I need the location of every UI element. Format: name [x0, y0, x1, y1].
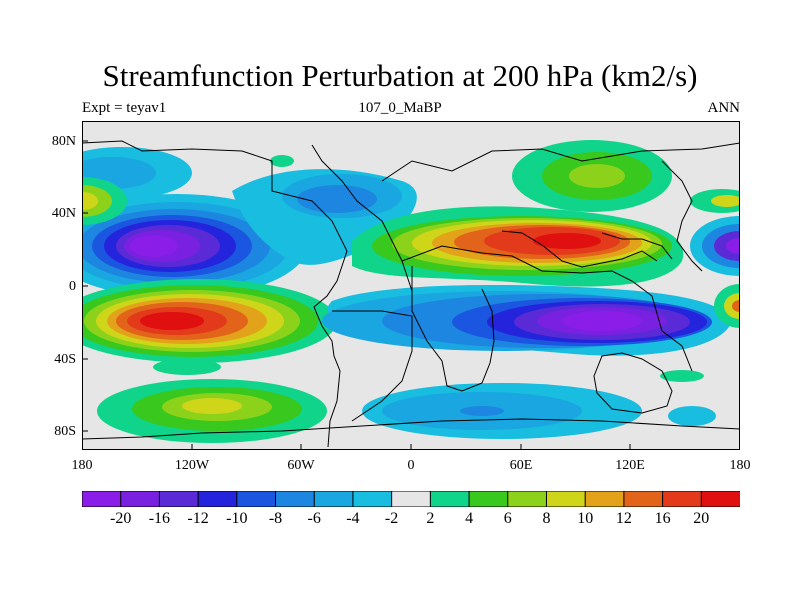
colorbar-swatch	[429, 491, 471, 507]
colorbar-tick-label: 10	[577, 510, 594, 527]
colorbar-tick-label: 6	[503, 510, 512, 527]
lon-label-120w: 120W	[174, 458, 210, 473]
streamfunction-map	[82, 121, 740, 450]
lon-label-60e: 60E	[509, 458, 533, 473]
colorbar-swatch	[391, 491, 432, 507]
field-positive-asia	[352, 140, 684, 287]
lat-label-eq: 0	[69, 279, 76, 294]
season-label: ANN	[707, 100, 741, 116]
colorbar-tick-label: -12	[187, 510, 209, 527]
colorbar-swatch	[120, 491, 161, 507]
colorbar-tick-label: 8	[542, 510, 551, 527]
field-negative-southern-ocean	[362, 383, 716, 439]
colorbar-tick-label: 16	[654, 510, 671, 527]
colorbar-tick-label: 4	[465, 510, 474, 527]
colorbar-swatch	[352, 491, 393, 507]
colorbar-tick-label: 12	[615, 510, 632, 527]
colorbar-swatch	[700, 491, 740, 507]
lat-label-80n: 80N	[51, 134, 76, 149]
colorbar-tick-label: 20	[693, 510, 710, 527]
colorbar-tick-label: -16	[148, 510, 171, 527]
colorbar-swatch	[236, 491, 277, 507]
field-positive-south-east	[660, 284, 740, 382]
colorbar-swatch	[275, 491, 316, 507]
lat-label-80s: 80S	[54, 424, 76, 439]
colorbar-swatch	[82, 491, 122, 507]
colorbar-tick-label: -20	[110, 510, 132, 527]
field-positive-southern-ocean	[97, 359, 327, 443]
plot-title: Streamfunction Perturbation at 200 hPa (…	[102, 58, 698, 93]
colorbar-tick-label: -10	[226, 510, 248, 527]
case-label: 107_0_MaBP	[358, 100, 442, 116]
colorbar-swatch	[584, 491, 625, 507]
field-negative-indian-ocean	[322, 284, 732, 356]
colorbar-tick-label: -8	[268, 510, 283, 527]
colorbar-tick-label: -2	[384, 510, 399, 527]
colorbar-swatch	[313, 491, 354, 507]
colorbar-tick-label: 2	[426, 510, 435, 527]
colorbar-swatch	[158, 491, 200, 507]
colorbar	[82, 491, 740, 507]
lon-label-180e: 180	[729, 458, 751, 473]
axis-ticks	[82, 140, 631, 450]
lat-label-40s: 40S	[54, 352, 76, 367]
colorbar-tick-label: -6	[307, 510, 321, 527]
lat-label-40n: 40N	[51, 206, 76, 221]
colorbar-swatch	[468, 491, 509, 507]
lon-label-120e: 120E	[615, 458, 645, 473]
colorbar-swatch	[662, 491, 703, 507]
field-negative-east-pacific	[690, 189, 740, 276]
colorbar-swatch	[623, 491, 664, 507]
lon-label-0: 0	[407, 458, 415, 473]
lon-label-180w: 180	[71, 458, 93, 473]
field-positive-north-west	[82, 155, 294, 225]
experiment-label: Expt = teyav1	[82, 100, 167, 116]
colorbar-swatch	[545, 491, 587, 507]
field-positive-south-pacific	[82, 279, 337, 363]
colorbar-tick-label: -4	[346, 510, 360, 527]
colorbar-swatch	[507, 491, 548, 507]
colorbar-swatch	[197, 491, 238, 507]
coastlines	[82, 140, 740, 448]
lon-label-60w: 60W	[287, 458, 315, 473]
